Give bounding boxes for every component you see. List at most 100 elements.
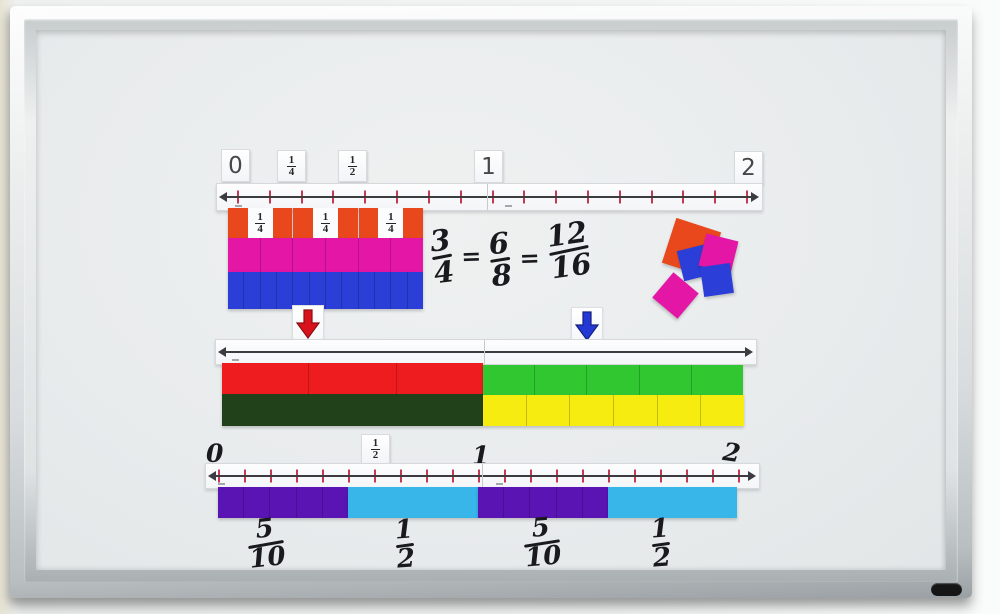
handwritten-fraction: 5 10 [247,513,288,575]
handwritten-one: 1 [472,441,490,470]
fraction-tile-segment [222,363,310,394]
sixteenth-tile-row [228,272,423,309]
arrowhead-left-icon [208,471,216,481]
fraction-tile-segment [614,395,658,426]
down-arrow-icon [575,311,599,341]
whole-tile-row [222,394,483,426]
fraction-numerator: 1 [349,153,356,166]
fraction-tile-segment [309,363,397,394]
registration-mark [235,205,242,207]
fraction-tile-segment [701,395,745,426]
registration-mark [496,483,503,485]
strip-seam [484,340,485,364]
fraction-tile-segment [478,487,505,518]
strip-seam [482,464,483,488]
arrowhead-right-icon [748,471,756,481]
fraction-tile-segment [293,238,327,272]
fraction-tile-segment [608,487,737,518]
fraction-tile-segment [228,272,245,309]
fraction-tile-segment [348,487,478,518]
number-card-0: 0 [221,149,250,182]
fraction-tile-segment [276,272,294,309]
fraction-tile-segment [342,272,359,309]
fraction-tile-segment [657,395,702,426]
number-card-1: 1 [474,150,503,183]
handwritten-fraction: 6 8 [487,225,514,293]
fraction-tile-segment [639,365,692,395]
number-card-2: 2 [734,151,763,184]
fraction-tile-segment [228,238,261,272]
fraction-tile-segment [483,365,536,395]
red-down-arrow-card [292,305,324,343]
fraction-tile-segment [587,365,640,395]
number-line [221,351,750,353]
fraction-tile-segment [358,272,375,309]
arrowhead-right-icon [751,192,759,202]
fraction-tile-segment [325,272,343,309]
third-tile-row [222,363,483,394]
eighth-tile-row [228,238,424,272]
sixth-tile-row [483,395,745,426]
fraction-tile-segment [293,272,310,309]
blue-down-arrow-card [571,307,603,345]
fraction-tile-segment [326,238,359,272]
card-label: 1 [481,153,496,180]
handwritten-equation: 3 4 = 6 8 = 12 16 [428,214,593,292]
number-line-strip-top [216,183,763,211]
fraction-denominator: 2 [347,165,358,178]
arrowhead-right-icon [745,347,753,357]
registration-mark [505,205,512,207]
tenth-tile-row [218,487,349,518]
fraction-tile-segment [260,272,277,309]
fraction-tile-segment [270,487,297,518]
registration-mark [232,359,239,361]
handwritten-fraction: 5 10 [523,512,563,574]
fraction-tile-segment [244,487,271,518]
fraction-tile-segment [244,272,261,309]
card-label: 2 [741,154,756,181]
number-line [222,196,756,198]
number-line-strip-middle [215,339,757,365]
fraction-numerator: 1 [372,436,379,449]
handwritten-fraction: 12 16 [544,214,594,286]
down-arrow-icon [296,309,320,339]
handwritten-fraction: 1 2 [649,513,673,574]
fraction-tile-segment [582,487,609,518]
number-line-strip-bottom [205,463,760,489]
whiteboard-frame [10,6,972,598]
half-tile-row [608,487,737,518]
handwritten-fraction: 1 2 [393,514,417,575]
fraction-tile-segment [396,363,483,394]
fraction-tile-segment [374,272,392,309]
fraction-tile-segment [483,395,527,426]
arrowhead-left-icon [218,347,226,357]
fraction-tile-segment [556,487,583,518]
fraction-tile-segment [407,272,423,309]
fraction-tile-segment [358,238,392,272]
fraction-tile-segment [570,395,615,426]
fraction-denominator: 4 [286,165,297,178]
fraction-tile-segment [391,238,424,272]
arrowhead-left-icon [219,192,227,202]
fifth-tile-row [483,365,744,395]
fraction-tile-segment [504,487,531,518]
fraction-tile-segment [691,365,744,395]
tenth-tile-row [478,487,609,518]
fraction-tile-segment [296,487,323,518]
fraction-tile-segment [222,394,483,426]
half-tile-row [348,487,478,518]
fraction-tile-segment [309,272,326,309]
fraction-numerator: 1 [288,153,295,166]
equals-sign: = [519,242,541,273]
card-label: 0 [228,152,243,179]
strip-seam [487,184,488,210]
fraction-denominator: 2 [370,448,381,461]
fraction-tile-segment [535,365,588,395]
